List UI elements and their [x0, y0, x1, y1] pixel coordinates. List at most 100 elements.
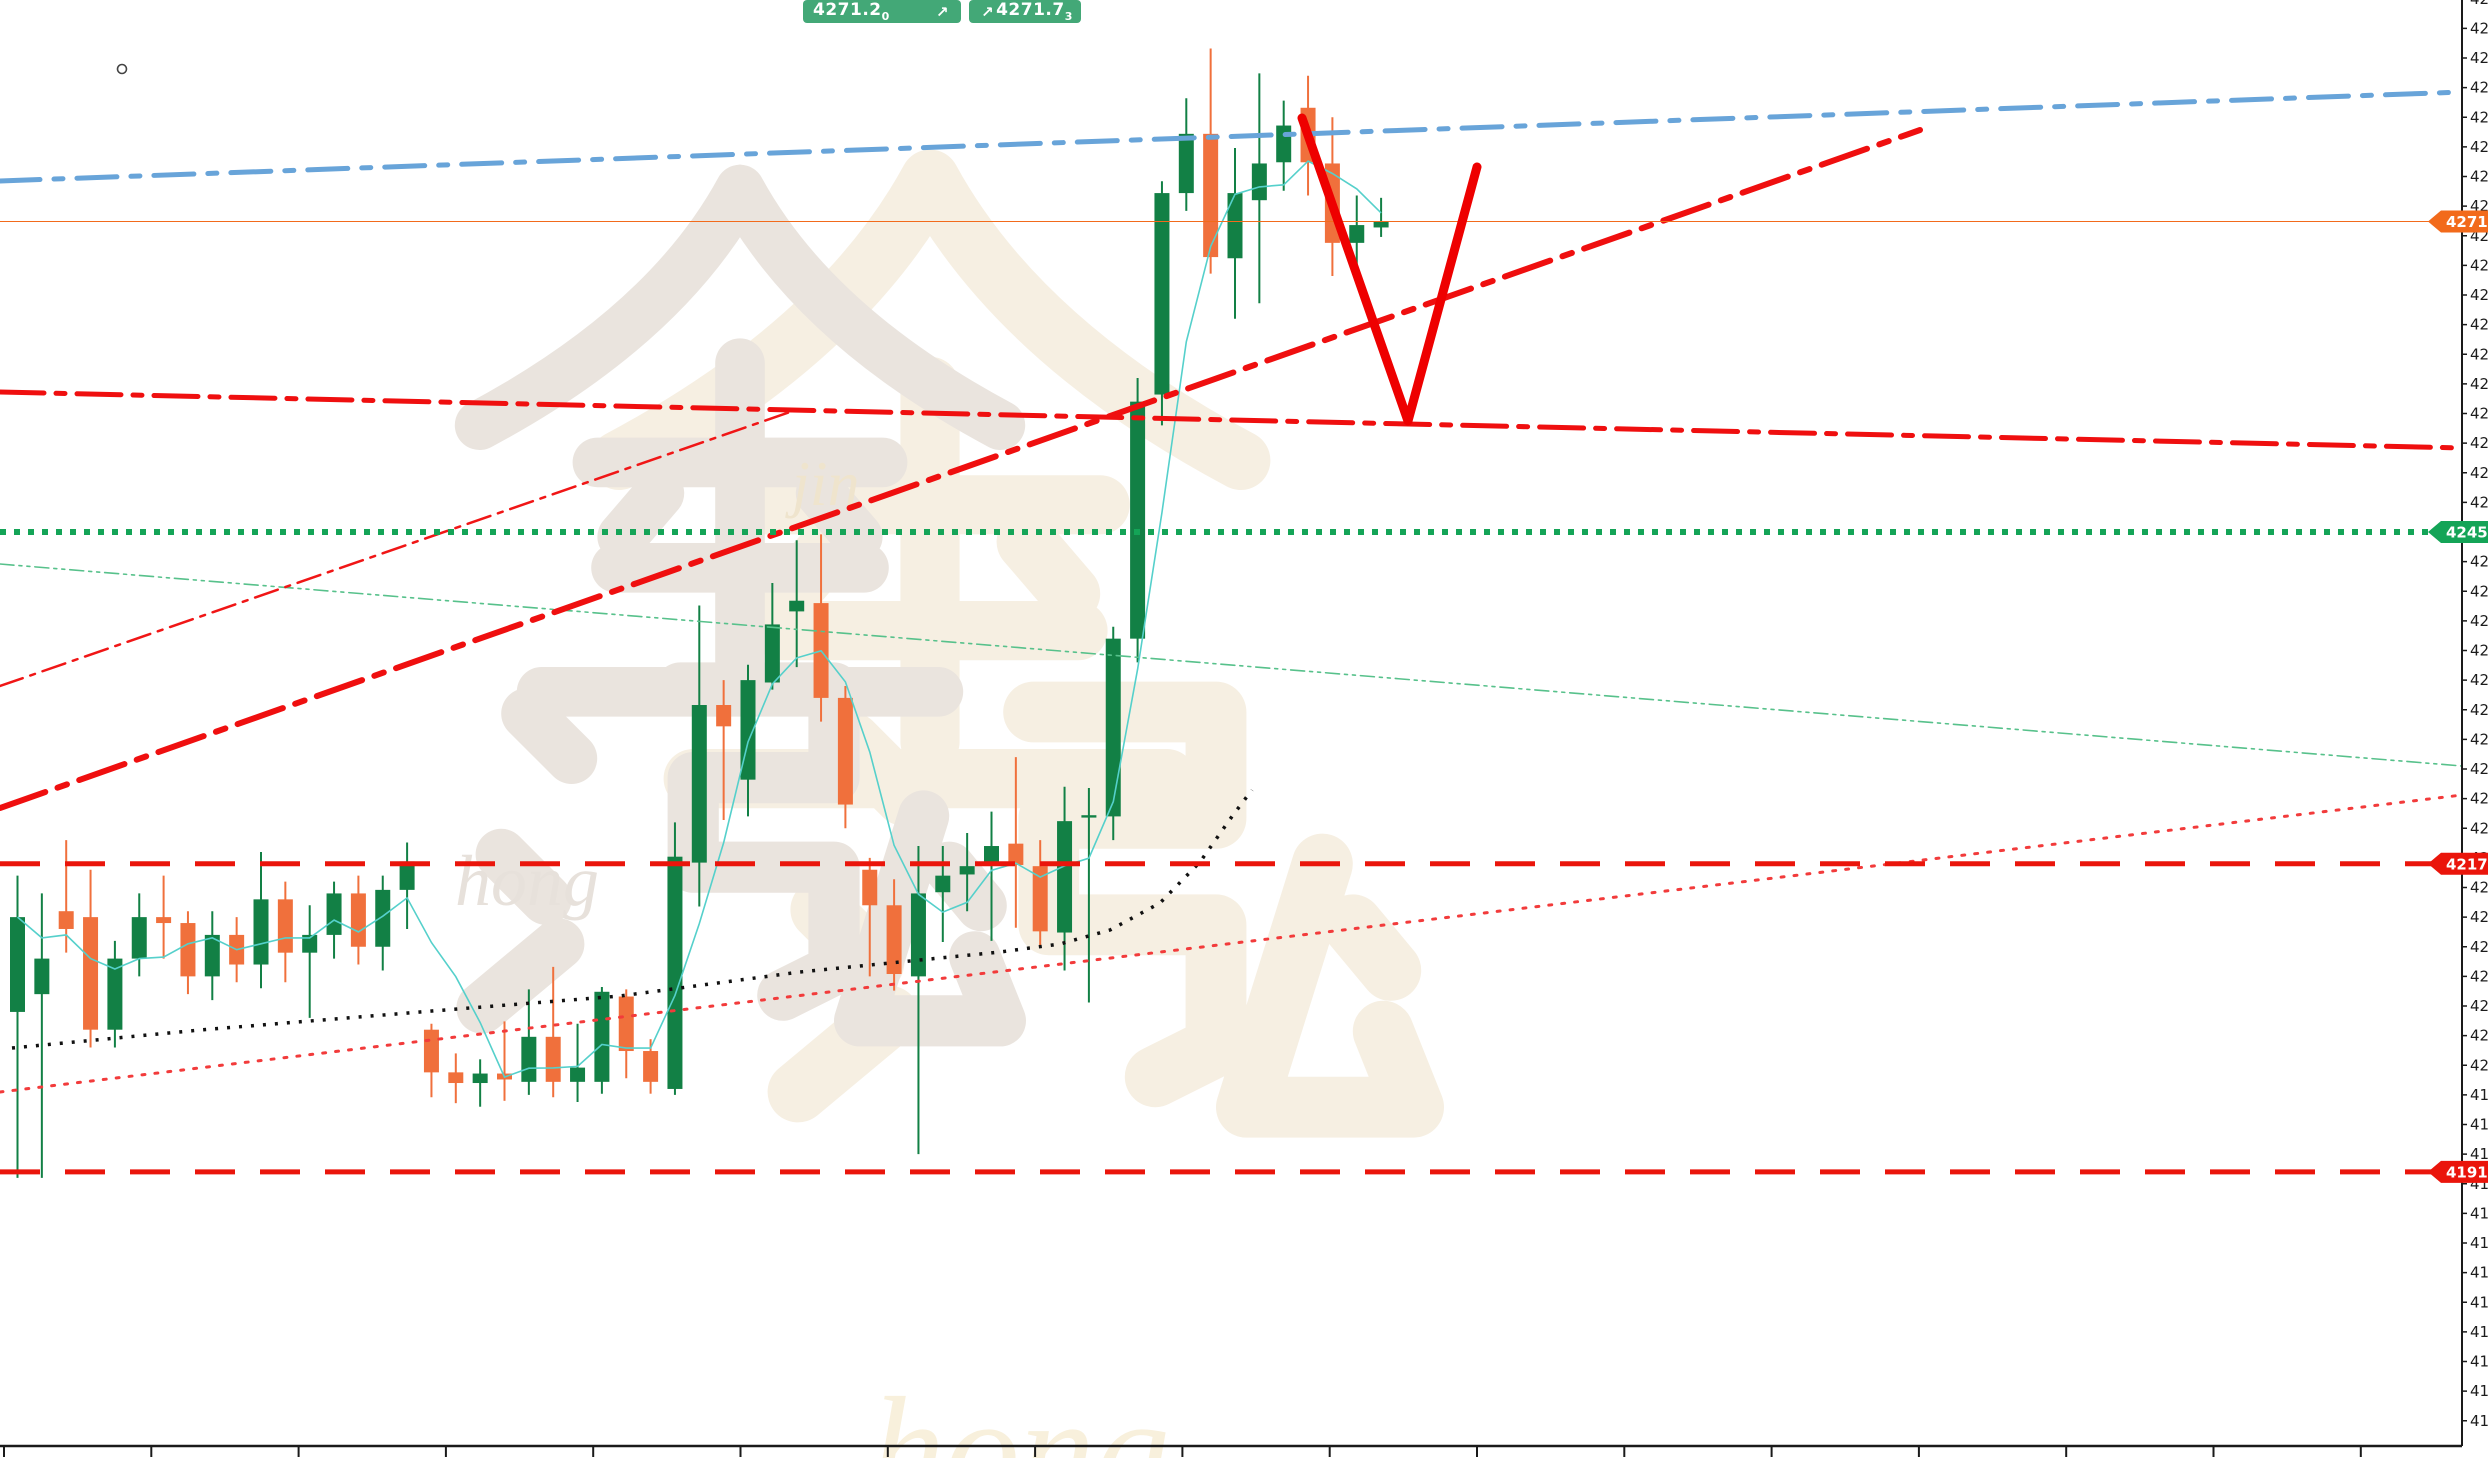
ask-price-badge[interactable]: ↗ 4271.73 — [969, 0, 1081, 23]
price-tick-label: 4277.50 — [2470, 138, 2488, 158]
price-tick-label: 4195.00 — [2470, 1116, 2488, 1136]
price-tick-label: 4172.50 — [2470, 1382, 2488, 1402]
price-tick-label: 4237.50 — [2470, 612, 2488, 632]
trendline-green-thin-descending[interactable] — [0, 563, 2463, 767]
price-tick-label: 4185.00 — [2470, 1234, 2488, 1254]
candle-body — [1178, 133, 1194, 194]
candle-body — [302, 934, 318, 953]
candle — [1081, 787, 1097, 1003]
candle-body — [1105, 638, 1121, 817]
candle — [545, 966, 561, 1098]
candle-body — [399, 861, 415, 890]
candle — [764, 582, 780, 690]
candle — [34, 893, 50, 1178]
candle-body — [350, 893, 366, 947]
trendline-blue-channel-line[interactable] — [0, 89, 2465, 184]
black-dotted-guide — [11, 788, 1254, 1050]
price-tick-label: 4175.00 — [2470, 1353, 2488, 1373]
price-levels-layer[interactable] — [0, 221, 2462, 1175]
price-tick-label: 4180.00 — [2470, 1293, 2488, 1313]
candle — [277, 881, 293, 983]
price-tick-label: 4265.00 — [2470, 286, 2488, 306]
price-tick-label: 4247.50 — [2470, 493, 2488, 513]
price-tick-label: 4222.50 — [2470, 790, 2488, 810]
ask-up-arrow-icon: ↗ — [981, 2, 995, 21]
trendline-red-dotted-rising[interactable] — [0, 793, 2464, 1094]
price-badge-shape-4271.20 — [2428, 210, 2488, 233]
candle-body — [58, 911, 74, 929]
candle — [594, 987, 610, 1094]
price-scale-badge: 4245.00 — [2428, 521, 2488, 543]
bid-price-badge[interactable]: 4271.20 ↗ — [803, 0, 961, 23]
candle — [472, 1059, 488, 1107]
candle — [180, 911, 196, 995]
candle — [375, 875, 391, 971]
price-badge-shape-4245.00 — [2428, 521, 2488, 543]
candle — [1203, 48, 1219, 274]
candle — [984, 811, 999, 941]
candle-body — [10, 917, 25, 1012]
watermark-jin-glyph-gray-strokes — [454, 164, 1026, 717]
candle-body — [886, 905, 902, 975]
candle-body — [34, 958, 50, 995]
candle-body — [716, 705, 732, 727]
v-shape-drawing[interactable] — [1297, 113, 1482, 426]
price-tick-label: 4287.50 — [2470, 19, 2488, 39]
price-tick-label: 4197.50 — [2470, 1086, 2488, 1106]
candle-body — [935, 875, 951, 893]
price-tick-label: 4250.00 — [2470, 464, 2488, 484]
price-tick-label: 4192.50 — [2470, 1145, 2488, 1165]
candle — [1154, 181, 1170, 426]
candle-body — [1081, 815, 1097, 818]
price-tick-label: 4280.00 — [2470, 108, 2488, 128]
candle-body — [618, 996, 634, 1052]
candle — [691, 605, 707, 907]
candle — [1251, 73, 1267, 304]
watermark-text-hong-bottom: hong — [870, 1367, 1170, 1458]
price-badge-value: 4271.20 — [2446, 213, 2488, 231]
candle-body — [691, 705, 707, 863]
candle — [618, 989, 634, 1079]
candle — [10, 875, 25, 1178]
annotations-layer[interactable] — [116, 63, 1482, 426]
trendline-red-thin-rising[interactable] — [0, 410, 792, 688]
candle-body — [594, 991, 610, 1082]
price-scale-badge: 4217.00 — [2428, 852, 2488, 875]
candle-body — [83, 917, 99, 1030]
candle-body — [326, 893, 342, 935]
bid-price-subdigit: 0 — [881, 9, 890, 23]
candle-body — [1032, 866, 1048, 932]
price-tick-label: 4240.00 — [2470, 582, 2488, 602]
candle-body — [545, 1036, 561, 1082]
candle — [521, 989, 537, 1095]
price-tick-label: 4255.00 — [2470, 405, 2488, 425]
candle-body — [1276, 125, 1292, 163]
trendlines-layer[interactable] — [0, 89, 2465, 1094]
watermark-jin-glyph-gray — [454, 164, 1026, 717]
moving-average-layer — [16, 160, 1382, 1079]
price-scale[interactable]: 4170.00 4172.50 4175.00 4177.50 4180.00 4182.… — [2428, 0, 2488, 1458]
price-badge-value: 4245.00 — [2446, 524, 2488, 542]
candle-body — [1154, 193, 1170, 395]
candle-body — [984, 846, 999, 863]
quote-panel: 4271.20 ↗ ↗ 4271.73 — [803, 0, 1081, 23]
candle-body — [667, 856, 683, 1089]
circle-marker-drawing[interactable] — [116, 63, 128, 75]
candle — [862, 857, 878, 977]
time-axis[interactable] — [0, 1444, 2462, 1457]
candle — [58, 840, 74, 953]
candle — [204, 911, 220, 1001]
candle-body — [375, 889, 391, 947]
candle-body — [1057, 821, 1073, 933]
price-badge-value: 4191.00 — [2446, 1163, 2488, 1181]
trendline-red-bold-rising[interactable] — [0, 127, 1923, 811]
candle — [302, 905, 318, 1018]
price-tick-label: 4210.00 — [2470, 938, 2488, 958]
price-scale-background — [2462, 0, 2488, 1458]
candle — [448, 1053, 464, 1104]
trendline-red-bold-horizontal[interactable] — [0, 389, 2465, 451]
price-tick-label: 4290.00 — [2470, 0, 2488, 10]
price-tick-label: 4205.00 — [2470, 997, 2488, 1017]
